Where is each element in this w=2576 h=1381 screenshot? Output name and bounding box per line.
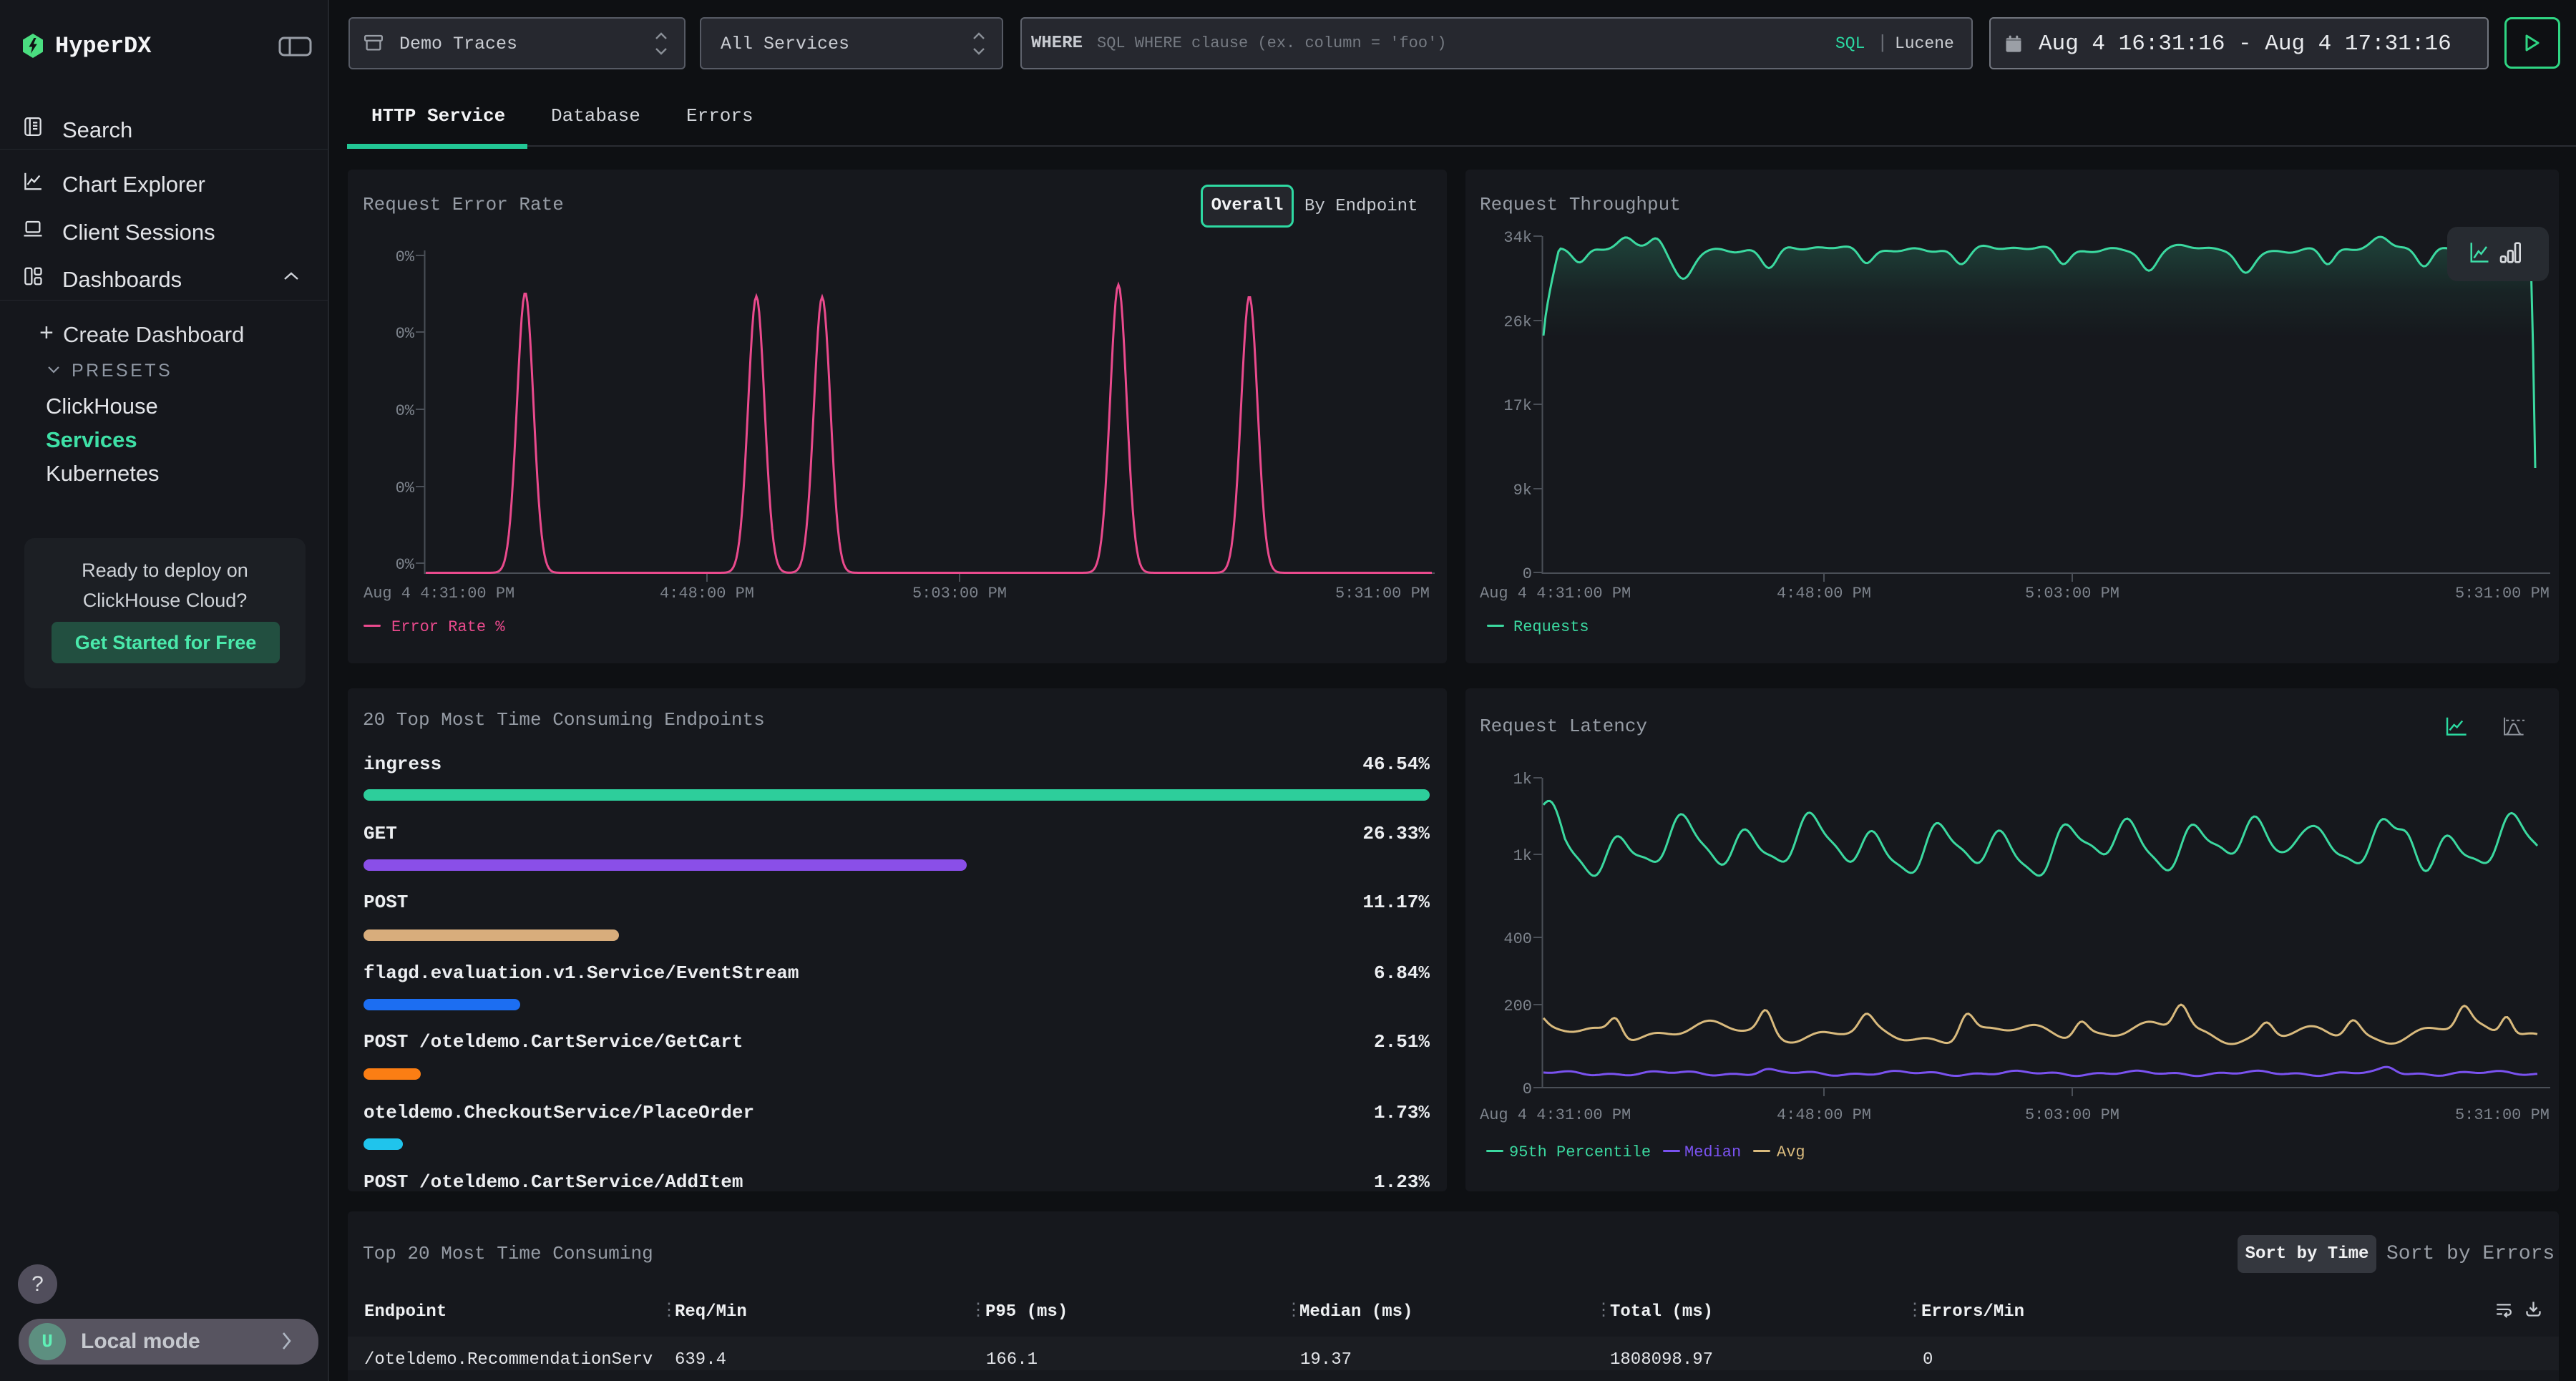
svg-text:0%: 0% bbox=[396, 556, 415, 574]
svg-text:Aug 4 4:31:00 PM: Aug 4 4:31:00 PM bbox=[1480, 1106, 1631, 1124]
svg-text:4:48:00 PM: 4:48:00 PM bbox=[1777, 1106, 1871, 1124]
svg-text:0%: 0% bbox=[396, 402, 415, 420]
svg-text:0%: 0% bbox=[396, 325, 415, 343]
svg-text:17k: 17k bbox=[1503, 397, 1532, 415]
svg-text:5:31:00 PM: 5:31:00 PM bbox=[2455, 585, 2550, 602]
svg-text:Aug 4 4:31:00 PM: Aug 4 4:31:00 PM bbox=[364, 585, 514, 602]
svg-text:5:31:00 PM: 5:31:00 PM bbox=[2455, 1106, 2550, 1124]
svg-text:400: 400 bbox=[1503, 930, 1532, 948]
svg-text:5:03:00 PM: 5:03:00 PM bbox=[2025, 585, 2119, 602]
svg-text:4:48:00 PM: 4:48:00 PM bbox=[660, 585, 754, 602]
svg-text:5:03:00 PM: 5:03:00 PM bbox=[912, 585, 1007, 602]
svg-text:26k: 26k bbox=[1503, 313, 1532, 331]
svg-text:1k: 1k bbox=[1513, 771, 1532, 789]
svg-text:9k: 9k bbox=[1513, 482, 1532, 499]
svg-text:0%: 0% bbox=[396, 479, 415, 497]
svg-text:0: 0 bbox=[1523, 1080, 1532, 1098]
svg-text:1k: 1k bbox=[1513, 847, 1532, 865]
svg-text:0: 0 bbox=[1523, 565, 1532, 583]
svg-text:5:03:00 PM: 5:03:00 PM bbox=[2025, 1106, 2119, 1124]
svg-text:0%: 0% bbox=[396, 248, 415, 266]
svg-text:Aug 4 4:31:00 PM: Aug 4 4:31:00 PM bbox=[1480, 585, 1631, 602]
svg-text:34k: 34k bbox=[1503, 229, 1532, 247]
svg-text:4:48:00 PM: 4:48:00 PM bbox=[1777, 585, 1871, 602]
svg-text:5:31:00 PM: 5:31:00 PM bbox=[1335, 585, 1430, 602]
svg-text:200: 200 bbox=[1503, 997, 1532, 1015]
